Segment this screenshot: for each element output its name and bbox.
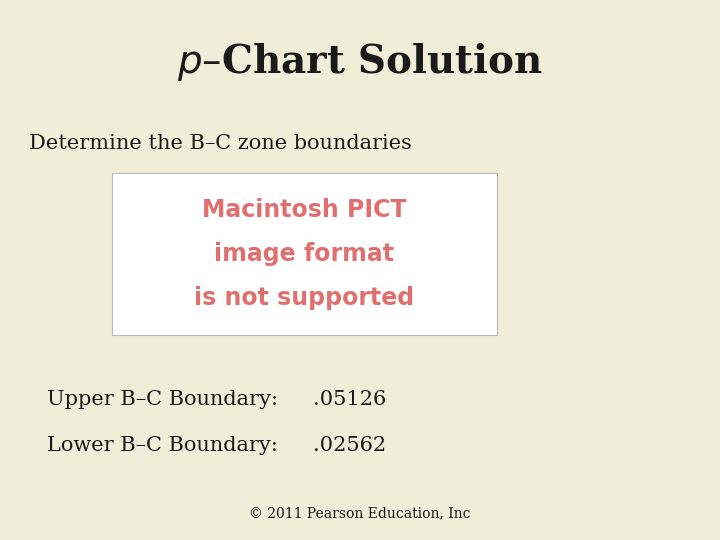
Text: Lower B–C Boundary:: Lower B–C Boundary: <box>47 436 278 455</box>
Text: Macintosh PICT: Macintosh PICT <box>202 198 407 221</box>
Text: $p$–Chart Solution: $p$–Chart Solution <box>177 41 543 83</box>
Text: is not supported: is not supported <box>194 286 414 310</box>
FancyBboxPatch shape <box>112 173 497 335</box>
Text: Upper B–C Boundary:: Upper B–C Boundary: <box>47 390 278 409</box>
Text: image format: image format <box>215 242 395 266</box>
Text: Determine the B–C zone boundaries: Determine the B–C zone boundaries <box>29 133 412 153</box>
Text: .05126: .05126 <box>313 390 387 409</box>
Text: .02562: .02562 <box>313 436 387 455</box>
Text: © 2011 Pearson Education, Inc: © 2011 Pearson Education, Inc <box>249 506 471 520</box>
